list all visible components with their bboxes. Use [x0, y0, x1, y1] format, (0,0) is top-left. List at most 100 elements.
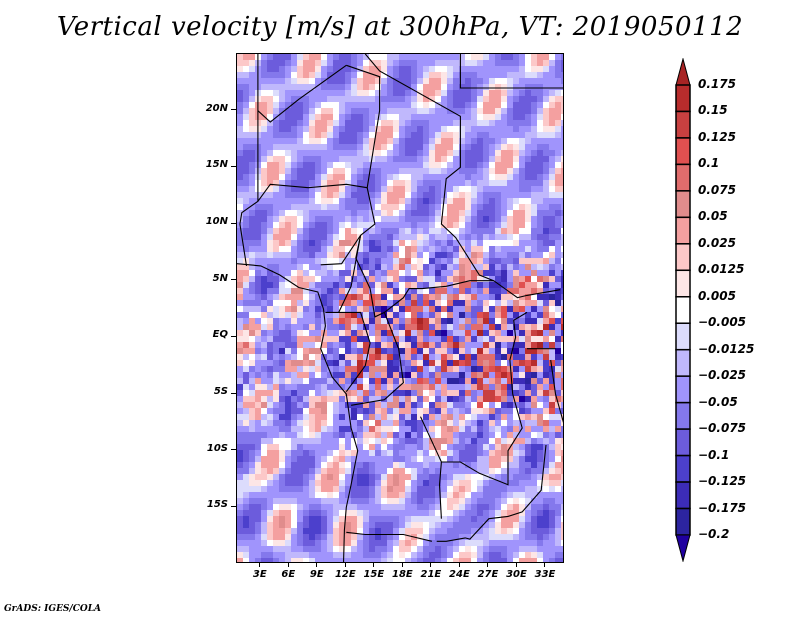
field-cell [327, 534, 333, 540]
field-cell [447, 456, 453, 462]
field-cell [513, 276, 519, 282]
field-cell [447, 342, 453, 348]
field-cell [555, 324, 561, 330]
field-cell [321, 102, 327, 108]
field-cell [477, 492, 483, 498]
field-cell [351, 258, 357, 264]
field-cell [549, 378, 555, 384]
field-cell [405, 348, 411, 354]
field-cell [369, 324, 375, 330]
field-cell [237, 534, 243, 540]
field-cell [459, 192, 465, 198]
field-cell [435, 366, 441, 372]
field-cell [543, 264, 549, 270]
field-cell [531, 354, 537, 360]
field-cell [441, 138, 447, 144]
field-cell [483, 480, 489, 486]
field-cell [249, 480, 255, 486]
field-cell [363, 312, 369, 318]
field-cell [483, 438, 489, 444]
field-cell [483, 120, 489, 126]
field-cell [489, 552, 495, 558]
field-cell [351, 546, 357, 552]
field-cell [315, 240, 321, 246]
field-cell [549, 486, 555, 492]
field-cell [441, 168, 447, 174]
field-cell [285, 438, 291, 444]
field-cell [417, 384, 423, 390]
field-cell [429, 540, 435, 546]
field-cell [339, 546, 345, 552]
field-cell [399, 552, 405, 558]
field-cell [285, 372, 291, 378]
field-cell [477, 456, 483, 462]
field-cell [291, 72, 297, 78]
field-cell [405, 444, 411, 450]
field-cell [237, 174, 243, 180]
field-cell [537, 150, 543, 156]
field-cell [489, 324, 495, 330]
field-cell [321, 348, 327, 354]
field-cell [483, 414, 489, 420]
field-cell [549, 354, 555, 360]
field-cell [399, 108, 405, 114]
field-cell [369, 276, 375, 282]
field-cell [519, 54, 525, 60]
field-cell [393, 234, 399, 240]
field-cell [417, 498, 423, 504]
field-cell [531, 240, 537, 246]
field-cell [549, 480, 555, 486]
field-cell [303, 462, 309, 468]
field-cell [423, 462, 429, 468]
y-tick-label: 5N [212, 272, 228, 284]
field-cell [363, 426, 369, 432]
field-cell [249, 222, 255, 228]
field-cell [261, 198, 267, 204]
field-cell [291, 330, 297, 336]
field-cell [357, 198, 363, 204]
field-cell [507, 174, 513, 180]
field-cell [255, 474, 261, 480]
field-cell [549, 60, 555, 66]
field-cell [489, 528, 495, 534]
field-cell [255, 516, 261, 522]
field-cell [495, 510, 501, 516]
field-cell [321, 144, 327, 150]
field-cell [375, 504, 381, 510]
field-cell [375, 426, 381, 432]
field-cell [477, 138, 483, 144]
field-cell [513, 138, 519, 144]
field-cell [525, 162, 531, 168]
field-cell [309, 438, 315, 444]
field-cell [555, 504, 561, 510]
field-cell [483, 222, 489, 228]
field-cell [243, 138, 249, 144]
field-cell [237, 198, 243, 204]
field-cell [513, 324, 519, 330]
field-cell [543, 54, 549, 60]
field-cell [315, 144, 321, 150]
field-cell [393, 312, 399, 318]
field-cell [345, 204, 351, 210]
field-cell [333, 186, 339, 192]
field-cell [549, 474, 555, 480]
field-cell [537, 486, 543, 492]
field-cell [363, 504, 369, 510]
field-cell [525, 540, 531, 546]
field-cell [411, 66, 417, 72]
field-cell [273, 444, 279, 450]
field-cell [507, 162, 513, 168]
field-cell [351, 456, 357, 462]
field-cell [381, 390, 387, 396]
field-cell [561, 216, 563, 222]
field-cell [351, 498, 357, 504]
field-cell [465, 438, 471, 444]
field-cell [291, 306, 297, 312]
field-cell [549, 294, 555, 300]
field-cell [459, 258, 465, 264]
field-cell [495, 522, 501, 528]
field-cell [345, 372, 351, 378]
field-cell [405, 324, 411, 330]
field-cell [303, 384, 309, 390]
field-cell [465, 96, 471, 102]
